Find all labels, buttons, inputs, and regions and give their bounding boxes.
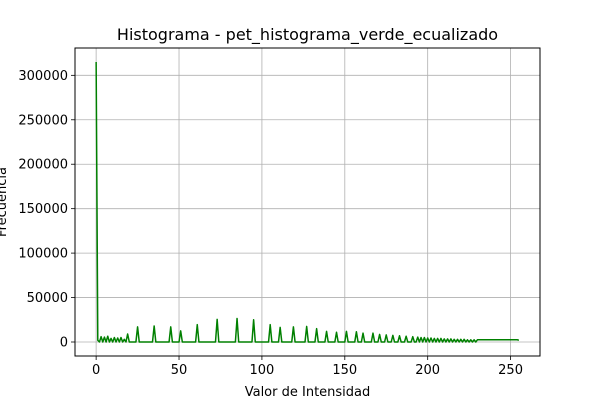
y-tick-label: 150000 (18, 202, 68, 217)
chart-title: Histograma - pet_histograma_verde_ecuali… (117, 25, 498, 45)
x-tick-label: 250 (498, 363, 523, 378)
x-axis-label: Valor de Intensidad (245, 385, 371, 400)
histogram-line (95, 61, 520, 343)
y-tick-label: 250000 (18, 113, 68, 128)
y-tick-label: 50000 (27, 291, 68, 306)
x-tick-label: 200 (415, 363, 440, 378)
x-tick-label: 0 (92, 363, 100, 378)
plot-frame (74, 47, 541, 357)
x-tick-label: 100 (249, 363, 274, 378)
data-series (95, 61, 520, 343)
y-tick-label: 100000 (18, 247, 68, 262)
x-tick-label: 50 (171, 363, 188, 378)
y-tick-label: 300000 (18, 69, 68, 84)
grid (75, 48, 540, 356)
axis-ticks: 0 50 100 150 200 250 0 50000 100000 150000 200000 2… (18, 69, 523, 378)
y-tick-label: 0 (60, 336, 68, 351)
x-tick-label: 150 (332, 363, 357, 378)
y-tick-label: 200000 (18, 158, 68, 173)
y-axis-label: Frecuencia (0, 167, 10, 237)
